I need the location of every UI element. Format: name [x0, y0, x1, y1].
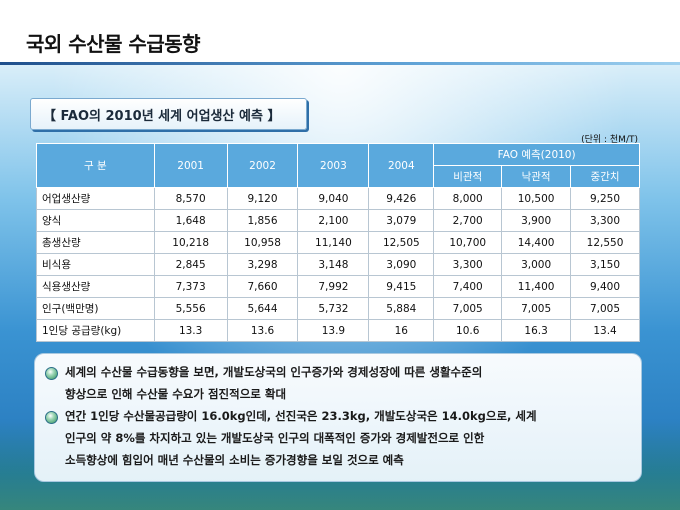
table-cell: 1,648	[153, 209, 228, 232]
note-text: 세계의 수산물 수급동향을 보면, 개발도상국의 인구증가와 경제성장에 따른 …	[65, 365, 483, 379]
table-cell: 3,300	[570, 209, 640, 232]
table-row: 1인당 공급량(kg) 13.3 13.6 13.9 16 10.6 16.3 13.4	[36, 319, 640, 342]
table-cell: 5,644	[226, 297, 299, 320]
table-cell: 3,900	[501, 209, 572, 232]
table-cell: 13.4	[570, 319, 640, 342]
note-text: 연간 1인당 수산물공급량이 16.0kg인데, 선진국은 23.3kg, 개발…	[65, 409, 537, 423]
note-text: 향상으로 인해 수산물 수요가 점진적으로 확대	[65, 387, 287, 401]
table-row: 비식용 2,845 3,298 3,148 3,090 3,300 3,000 3,150	[36, 253, 640, 276]
table-body: 어업생산량 8,570 9,120 9,040 9,426 8,000 10,500 9,25…	[36, 187, 640, 342]
table-cell: 9,040	[297, 187, 370, 210]
header-band	[0, 0, 680, 8]
fao-subheader: 낙관적	[501, 165, 572, 188]
table-cell: 10.6	[433, 319, 503, 342]
table-cell: 3,148	[297, 253, 370, 276]
table-cell: 9,250	[570, 187, 640, 210]
table-row: 식용생산량 7,373 7,660 7,992 9,415 7,400 11,400 9,40…	[36, 275, 640, 298]
table-cell: 3,300	[433, 253, 503, 276]
table-cell: 5,884	[368, 297, 435, 320]
year-header: 2002	[226, 143, 299, 188]
table-cell: 13.6	[226, 319, 299, 342]
row-label: 총생산량	[36, 231, 155, 254]
table-cell: 8,000	[433, 187, 503, 210]
fisheries-forecast-table: 구 분 2001 2002 2003 2004 FAO 예측(2010) 비관적…	[36, 143, 640, 342]
year-header: 2003	[297, 143, 370, 188]
table-header-row: 구 분 2001 2002 2003 2004 FAO 예측(2010)	[36, 143, 640, 188]
table-cell: 11,140	[297, 231, 370, 254]
table-row: 인구(백만명) 5,556 5,644 5,732 5,884 7,005 7,005 7,0…	[36, 297, 640, 320]
table-cell: 2,100	[297, 209, 370, 232]
table-cell: 10,218	[153, 231, 228, 254]
table-cell: 9,426	[368, 187, 435, 210]
slide-title: 국외 수산물 수급동향	[26, 32, 201, 56]
table-cell: 10,700	[433, 231, 503, 254]
row-label: 1인당 공급량(kg)	[36, 319, 155, 342]
table-cell: 5,556	[153, 297, 228, 320]
table-cell: 7,992	[297, 275, 370, 298]
fao-forecast-header: FAO 예측(2010)	[433, 143, 640, 166]
table-cell: 7,400	[433, 275, 503, 298]
fao-subheader: 비관적	[433, 165, 503, 188]
table-cell: 13.3	[153, 319, 228, 342]
row-label: 양식	[36, 209, 155, 232]
table-cell: 7,005	[570, 297, 640, 320]
table-cell: 7,005	[501, 297, 572, 320]
table-cell: 7,005	[433, 297, 503, 320]
table-cell: 8,570	[153, 187, 228, 210]
table-cell: 9,120	[226, 187, 299, 210]
bullet-icon	[45, 411, 58, 424]
section-tag: 【 FAO의 2010년 세계 어업생산 예측 】	[30, 98, 307, 130]
row-label: 비식용	[36, 253, 155, 276]
table-cell: 3,079	[368, 209, 435, 232]
year-header: 2001	[153, 143, 228, 188]
table-cell: 1,856	[226, 209, 299, 232]
table-cell: 9,415	[368, 275, 435, 298]
table-cell: 7,373	[153, 275, 228, 298]
table-cell: 2,845	[153, 253, 228, 276]
table-cell: 3,150	[570, 253, 640, 276]
table-row: 총생산량 10,218 10,958 11,140 12,505 10,700 14,400…	[36, 231, 640, 254]
table-cell: 5,732	[297, 297, 370, 320]
note-text: 소득향상에 힘입어 매년 수산물의 소비는 증가경향을 보일 것으로 예측	[65, 453, 404, 467]
row-label: 인구(백만명)	[36, 297, 155, 320]
table-cell: 12,505	[368, 231, 435, 254]
table-cell: 2,700	[433, 209, 503, 232]
table-cell: 10,958	[226, 231, 299, 254]
table-row: 어업생산량 8,570 9,120 9,040 9,426 8,000 10,500 9,25…	[36, 187, 640, 210]
table-cell: 3,000	[501, 253, 572, 276]
fao-subheader: 중간치	[570, 165, 640, 188]
table-cell: 3,298	[226, 253, 299, 276]
section-tag-label: 【 FAO의 2010년 세계 어업생산 예측 】	[43, 109, 281, 124]
year-header: 2004	[368, 143, 435, 188]
table-cell: 16	[368, 319, 435, 342]
table-row: 양식 1,648 1,856 2,100 3,079 2,700 3,900 3,300	[36, 209, 640, 232]
title-underline	[0, 62, 680, 65]
notes-box: 세계의 수산물 수급동향을 보면, 개발도상국의 인구증가와 경제성장에 따른 …	[34, 353, 642, 482]
corner-header: 구 분	[36, 143, 155, 188]
table-cell: 11,400	[501, 275, 572, 298]
row-label: 어업생산량	[36, 187, 155, 210]
table-cell: 16.3	[501, 319, 572, 342]
table-cell: 7,660	[226, 275, 299, 298]
note-text: 인구의 약 8%를 차지하고 있는 개발도상국 인구의 대폭적인 증가와 경제발…	[65, 431, 485, 445]
bullet-icon	[45, 367, 58, 380]
table-cell: 12,550	[570, 231, 640, 254]
unit-note: (단위 : 천M/T)	[581, 135, 638, 145]
table-cell: 14,400	[501, 231, 572, 254]
table-cell: 9,400	[570, 275, 640, 298]
table-subheader-row: 비관적 낙관적 중간치	[37, 165, 640, 188]
table-cell: 13.9	[297, 319, 370, 342]
row-label: 식용생산량	[36, 275, 155, 298]
table-cell: 3,090	[368, 253, 435, 276]
table-cell: 10,500	[501, 187, 572, 210]
